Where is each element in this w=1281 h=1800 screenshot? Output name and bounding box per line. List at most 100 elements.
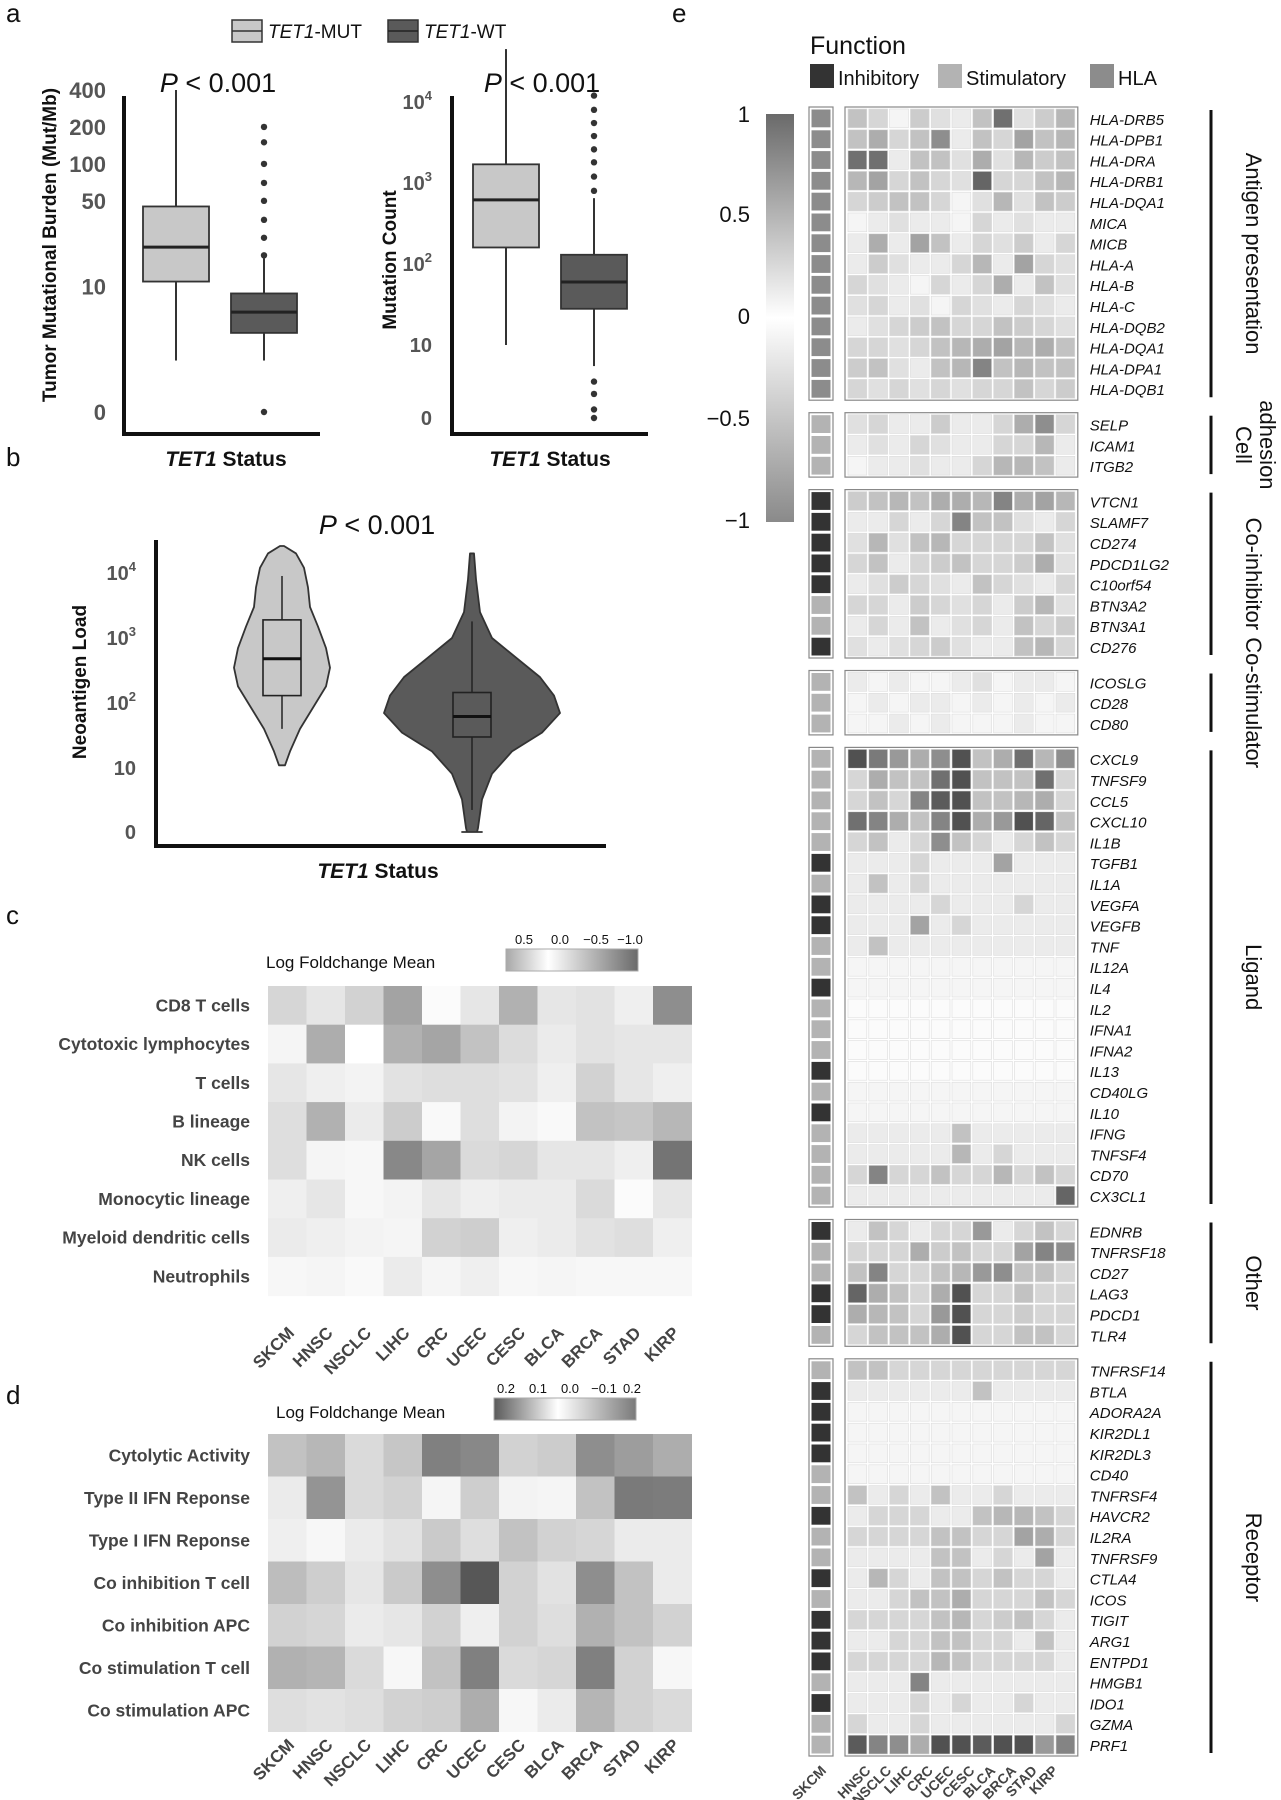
e-gene-label-8: HLA-B bbox=[1090, 278, 1134, 295]
d-cell-3-9 bbox=[614, 1561, 654, 1605]
e-cell-70-4 bbox=[930, 1651, 951, 1672]
e-cell-15-4 bbox=[930, 435, 951, 455]
a1-wt-outlier-high-2 bbox=[260, 216, 268, 224]
e-function-cell-29 bbox=[810, 769, 832, 790]
e-gene-label-58: ADORA2A bbox=[1089, 1405, 1162, 1422]
e-cell-49-9 bbox=[1034, 1185, 1055, 1206]
e-group-frame-0 bbox=[844, 106, 1079, 401]
e-cell-24-0 bbox=[847, 636, 868, 657]
e-cell-61-4 bbox=[930, 1464, 951, 1484]
e-cell-37-8 bbox=[1014, 936, 1034, 956]
e-cell-34-5 bbox=[951, 873, 972, 894]
e-function-cell-1 bbox=[810, 129, 832, 150]
e-cell-6-10 bbox=[1055, 233, 1076, 253]
e-cell-54-3 bbox=[910, 1304, 930, 1324]
b-ytick-4: 104 bbox=[107, 559, 137, 585]
e-cell-47-4 bbox=[930, 1144, 951, 1164]
e-group-label-1: Cell bbox=[1231, 426, 1256, 464]
e-cell-7-5 bbox=[951, 254, 972, 274]
e-cell-51-9 bbox=[1034, 1242, 1055, 1262]
e-function-frame-6 bbox=[808, 1358, 834, 1757]
e-cell-26-1 bbox=[868, 692, 888, 713]
e-function-cell-55 bbox=[810, 1325, 832, 1345]
e-cell-7-1 bbox=[868, 254, 888, 274]
e-cell-74-1 bbox=[868, 1734, 888, 1755]
e-cell-0-8 bbox=[1014, 108, 1034, 129]
e-cell-59-1 bbox=[868, 1422, 888, 1443]
e-cell-12-3 bbox=[910, 358, 930, 378]
e-cell-67-6 bbox=[972, 1589, 992, 1609]
e-cell-61-10 bbox=[1055, 1464, 1076, 1484]
e-cell-20-8 bbox=[1014, 553, 1034, 574]
c-col-label-9: STAD bbox=[599, 1323, 644, 1368]
d-cell-5-7 bbox=[537, 1646, 577, 1690]
e-cell-61-3 bbox=[910, 1464, 930, 1484]
e-cell-11-3 bbox=[910, 337, 930, 357]
e-cell-33-1 bbox=[868, 853, 888, 873]
e-cell-61-5 bbox=[951, 1464, 972, 1484]
e-cell-70-3 bbox=[910, 1651, 930, 1672]
c-cell-5-9 bbox=[614, 1179, 654, 1219]
a1-ytick-10: 10 bbox=[82, 275, 106, 300]
panel-a-legend: TET1-MUT TET1-WT bbox=[231, 19, 507, 43]
e-cell-6-0 bbox=[847, 233, 868, 253]
e-cell-32-1 bbox=[868, 832, 888, 852]
d-cell-1-6 bbox=[499, 1476, 538, 1520]
e-gene-label-16: ITGB2 bbox=[1090, 459, 1134, 476]
e-cell-12-9 bbox=[1034, 358, 1055, 378]
legend-mut-label: TET1-MUT bbox=[268, 22, 362, 43]
e-cell-72-1 bbox=[868, 1693, 888, 1713]
e-cell-65-8 bbox=[1014, 1547, 1034, 1568]
a1-wt-outlier-low-0 bbox=[260, 408, 268, 416]
c-cell-1-10 bbox=[653, 1024, 692, 1064]
e-cell-62-1 bbox=[868, 1485, 888, 1505]
c-cell-0-7 bbox=[537, 986, 577, 1026]
e-cell-23-2 bbox=[889, 616, 909, 636]
e-cell-68-7 bbox=[993, 1610, 1013, 1630]
c-cell-6-1 bbox=[306, 1218, 346, 1258]
e-cell-1-7 bbox=[993, 129, 1013, 149]
e-cell-73-4 bbox=[930, 1714, 951, 1734]
e-gene-label-6: MICB bbox=[1090, 237, 1128, 254]
e-cell-47-5 bbox=[951, 1144, 972, 1164]
e-cell-0-10 bbox=[1055, 108, 1076, 129]
e-cell-44-1 bbox=[868, 1081, 888, 1102]
e-cell-68-3 bbox=[910, 1610, 930, 1630]
e-cell-10-9 bbox=[1034, 316, 1055, 337]
e-cell-69-10 bbox=[1055, 1630, 1076, 1651]
e-cell-56-4 bbox=[930, 1360, 951, 1380]
d-col-label-7: BLCA bbox=[521, 1735, 568, 1782]
e-cell-14-5 bbox=[951, 414, 972, 434]
e-cell-74-8 bbox=[1014, 1734, 1034, 1755]
e-cell-30-1 bbox=[868, 790, 888, 811]
c-cell-1-5 bbox=[460, 1024, 500, 1064]
d-cell-6-8 bbox=[576, 1689, 615, 1732]
c-cell-1-2 bbox=[345, 1024, 384, 1064]
e-gene-label-14: SELP bbox=[1090, 418, 1128, 435]
c-cell-2-8 bbox=[576, 1063, 615, 1103]
e-cell-20-2 bbox=[889, 553, 909, 574]
e-group-frame-3 bbox=[844, 669, 1079, 736]
d-cell-1-8 bbox=[576, 1476, 615, 1520]
e-function-cell-72 bbox=[810, 1693, 832, 1713]
e-cell-16-5 bbox=[951, 455, 972, 476]
e-cell-12-6 bbox=[972, 358, 992, 378]
c-cell-1-8 bbox=[576, 1024, 615, 1064]
e-cell-25-4 bbox=[930, 672, 951, 692]
e-cell-8-5 bbox=[951, 275, 972, 295]
e-function-label-hla: HLA bbox=[1118, 68, 1158, 90]
e-cell-10-5 bbox=[951, 316, 972, 337]
e-cell-71-4 bbox=[930, 1672, 951, 1692]
e-function-cell-30 bbox=[810, 790, 832, 811]
c-cell-3-6 bbox=[499, 1102, 538, 1142]
e-gene-label-13: HLA-DQB1 bbox=[1090, 382, 1165, 399]
e-cell-29-9 bbox=[1034, 769, 1055, 790]
a2-wt-outlier-high-4 bbox=[590, 132, 598, 140]
e-group-label-0: Antigen presentation bbox=[1241, 153, 1266, 355]
a2-mut-box bbox=[472, 163, 540, 249]
e-cell-13-0 bbox=[847, 379, 868, 399]
d-row-label-3: Co inhibition T cell bbox=[93, 1573, 250, 1593]
e-cell-15-3 bbox=[910, 435, 930, 455]
e-cell-53-2 bbox=[889, 1283, 909, 1304]
